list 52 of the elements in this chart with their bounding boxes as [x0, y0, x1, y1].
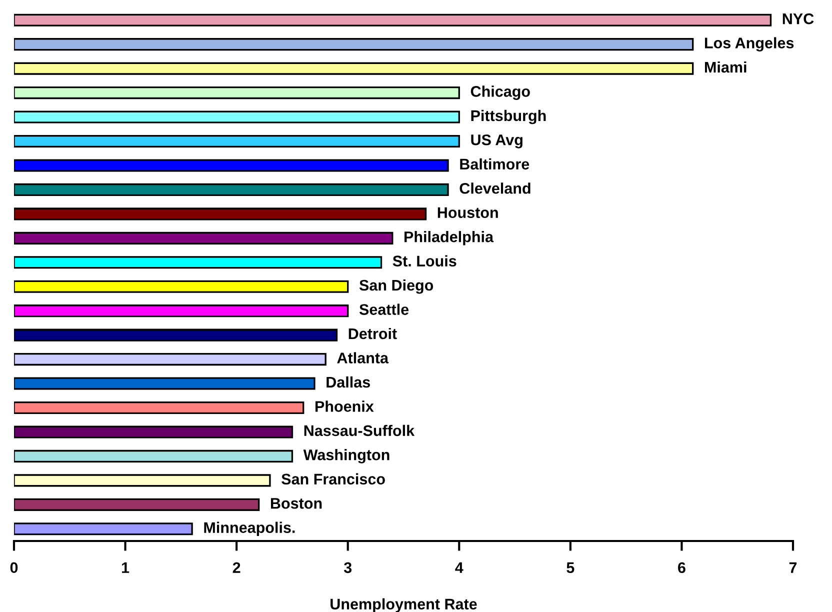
x-tick-label: 2 [232, 562, 240, 573]
y-tick-label: Dallas [326, 376, 370, 388]
bar [14, 62, 694, 75]
bar [14, 38, 694, 51]
x-tick-label: 7 [789, 562, 797, 573]
bar [14, 134, 460, 148]
y-tick-label: Phoenix [315, 400, 374, 412]
y-tick-label: Baltimore [460, 158, 530, 170]
bar [14, 522, 193, 536]
x-tick-label: 3 [344, 562, 352, 574]
x-tick-label: 0 [10, 562, 18, 574]
bar [14, 280, 349, 293]
bar [14, 474, 271, 487]
bar [14, 110, 460, 124]
y-tick-label: NYC [782, 13, 814, 24]
bar [14, 377, 316, 390]
bar [14, 183, 449, 196]
bar [14, 498, 260, 511]
y-tick-label: Detroit [348, 328, 397, 340]
bar [14, 304, 349, 318]
y-tick-label: Atlanta [337, 352, 389, 364]
y-tick-label: San Diego [359, 279, 434, 294]
bar [14, 14, 772, 26]
y-tick-label: Los Angeles [704, 37, 794, 52]
bar [14, 208, 427, 220]
y-tick-label: Chicago [470, 86, 530, 100]
y-tick-label: Seattle [359, 304, 409, 315]
bar [14, 256, 382, 269]
y-tick-label: Boston [270, 498, 322, 509]
y-tick-label: St. Louis [392, 255, 456, 266]
bar [14, 401, 304, 414]
y-tick-label: Minneapolis. [204, 522, 295, 536]
bar [14, 328, 338, 342]
bar [14, 159, 449, 172]
x-tick-label: 1 [122, 562, 130, 573]
bar [14, 86, 460, 100]
y-tick-label: Washington [303, 449, 390, 464]
bar [14, 353, 326, 366]
x-tick-label: 5 [566, 562, 574, 574]
y-tick-label: Cleveland [460, 182, 530, 194]
bar [14, 450, 294, 462]
y-tick-label: Nassau-Suffolk [304, 424, 415, 436]
x-tick-label: 6 [678, 562, 686, 574]
bar [14, 426, 294, 438]
y-tick-label: Philadelphia [404, 231, 494, 246]
y-tick-label: San Francisco [282, 473, 385, 485]
y-tick-label: Miami [704, 61, 746, 73]
bar [14, 232, 394, 244]
x-tick-label: 4 [455, 562, 464, 573]
y-tick-label: US Avg [471, 134, 522, 148]
y-tick-label: Pittsburgh [471, 110, 546, 124]
y-tick-label: Houston [438, 207, 498, 218]
